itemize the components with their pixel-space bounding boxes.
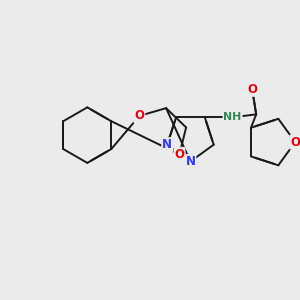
- Text: N: N: [162, 138, 172, 151]
- Text: NH: NH: [224, 112, 242, 122]
- Text: O: O: [290, 136, 300, 148]
- Text: N: N: [185, 155, 195, 168]
- Text: O: O: [175, 148, 184, 161]
- Text: O: O: [134, 110, 144, 122]
- Text: O: O: [247, 83, 257, 96]
